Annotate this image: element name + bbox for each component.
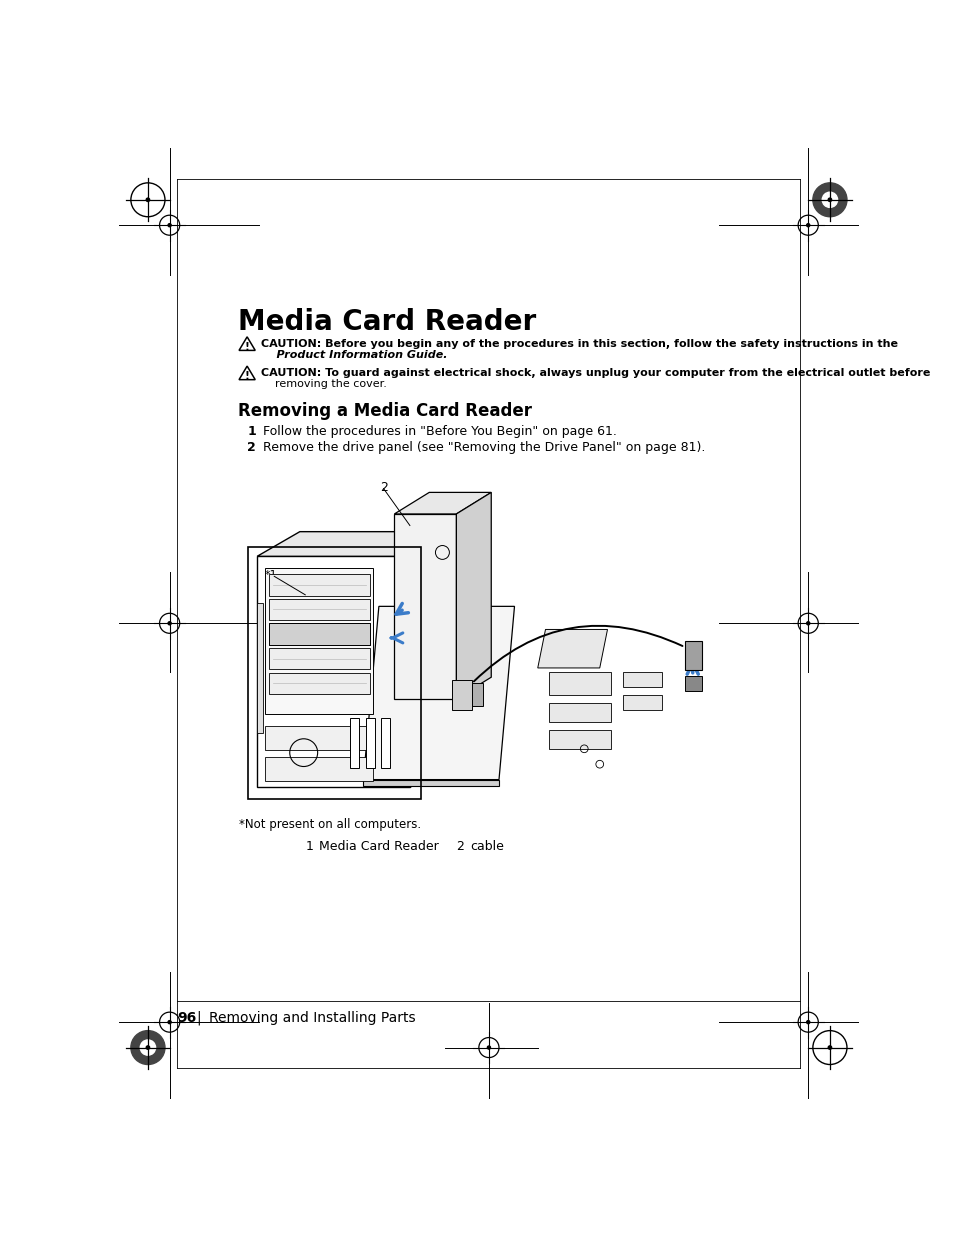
Polygon shape xyxy=(269,624,369,645)
Polygon shape xyxy=(350,718,359,768)
Circle shape xyxy=(146,1046,150,1050)
Circle shape xyxy=(168,621,171,625)
Text: *Not present on all computers.: *Not present on all computers. xyxy=(239,818,421,831)
Circle shape xyxy=(827,1046,831,1050)
Polygon shape xyxy=(269,648,369,669)
Text: 1: 1 xyxy=(247,425,255,438)
Polygon shape xyxy=(363,779,498,785)
Text: |: | xyxy=(196,1010,201,1025)
Circle shape xyxy=(487,1046,490,1049)
Circle shape xyxy=(168,224,171,227)
Polygon shape xyxy=(394,514,456,699)
Polygon shape xyxy=(365,718,375,768)
Polygon shape xyxy=(549,730,611,748)
Text: !: ! xyxy=(244,342,250,352)
Polygon shape xyxy=(265,568,373,714)
Polygon shape xyxy=(257,603,263,734)
Circle shape xyxy=(821,193,837,207)
Polygon shape xyxy=(265,726,373,751)
Text: 96: 96 xyxy=(177,1010,196,1025)
Polygon shape xyxy=(363,606,514,779)
Text: Remove the drive panel (see "Removing the Drive Panel" on page 81).: Remove the drive panel (see "Removing th… xyxy=(263,441,705,453)
Circle shape xyxy=(146,198,150,201)
Text: CAUTION: To guard against electrical shock, always unplug your computer from the: CAUTION: To guard against electrical sho… xyxy=(261,368,929,378)
Polygon shape xyxy=(684,641,701,671)
Text: *1: *1 xyxy=(265,571,277,580)
Polygon shape xyxy=(265,757,373,782)
Text: 1: 1 xyxy=(305,840,313,852)
Polygon shape xyxy=(622,695,661,710)
Polygon shape xyxy=(472,683,483,706)
Polygon shape xyxy=(456,493,491,699)
Polygon shape xyxy=(269,624,369,645)
Text: CAUTION: Before you begin any of the procedures in this section, follow the safe: CAUTION: Before you begin any of the pro… xyxy=(261,340,897,350)
Text: 2: 2 xyxy=(456,840,464,852)
Polygon shape xyxy=(537,630,607,668)
Polygon shape xyxy=(452,679,472,710)
Polygon shape xyxy=(394,493,491,514)
Circle shape xyxy=(812,183,846,216)
Circle shape xyxy=(827,198,831,201)
Polygon shape xyxy=(622,672,661,687)
Circle shape xyxy=(806,224,809,227)
Polygon shape xyxy=(269,599,369,620)
FancyArrowPatch shape xyxy=(474,626,681,682)
Text: removing the cover.: removing the cover. xyxy=(261,379,387,389)
Polygon shape xyxy=(257,531,452,556)
Polygon shape xyxy=(269,574,369,595)
Polygon shape xyxy=(269,673,369,694)
Polygon shape xyxy=(549,672,611,695)
Polygon shape xyxy=(410,531,452,787)
Circle shape xyxy=(131,1031,165,1065)
Polygon shape xyxy=(257,556,410,787)
Circle shape xyxy=(168,1020,171,1024)
Circle shape xyxy=(806,621,809,625)
Circle shape xyxy=(140,1040,155,1055)
Polygon shape xyxy=(381,718,390,768)
Polygon shape xyxy=(549,703,611,721)
Text: Follow the procedures in "Before You Begin" on page 61.: Follow the procedures in "Before You Beg… xyxy=(263,425,617,438)
Text: Removing a Media Card Reader: Removing a Media Card Reader xyxy=(237,403,531,420)
Circle shape xyxy=(806,1020,809,1024)
Text: 2: 2 xyxy=(380,480,388,494)
Polygon shape xyxy=(684,676,701,692)
Text: Media Card Reader: Media Card Reader xyxy=(237,309,536,336)
Text: Product Information Guide.: Product Information Guide. xyxy=(261,350,447,359)
Text: !: ! xyxy=(244,370,250,380)
Text: 2: 2 xyxy=(247,441,255,453)
Text: Removing and Installing Parts: Removing and Installing Parts xyxy=(209,1010,416,1025)
Text: cable: cable xyxy=(470,840,504,852)
Text: Media Card Reader: Media Card Reader xyxy=(319,840,438,852)
